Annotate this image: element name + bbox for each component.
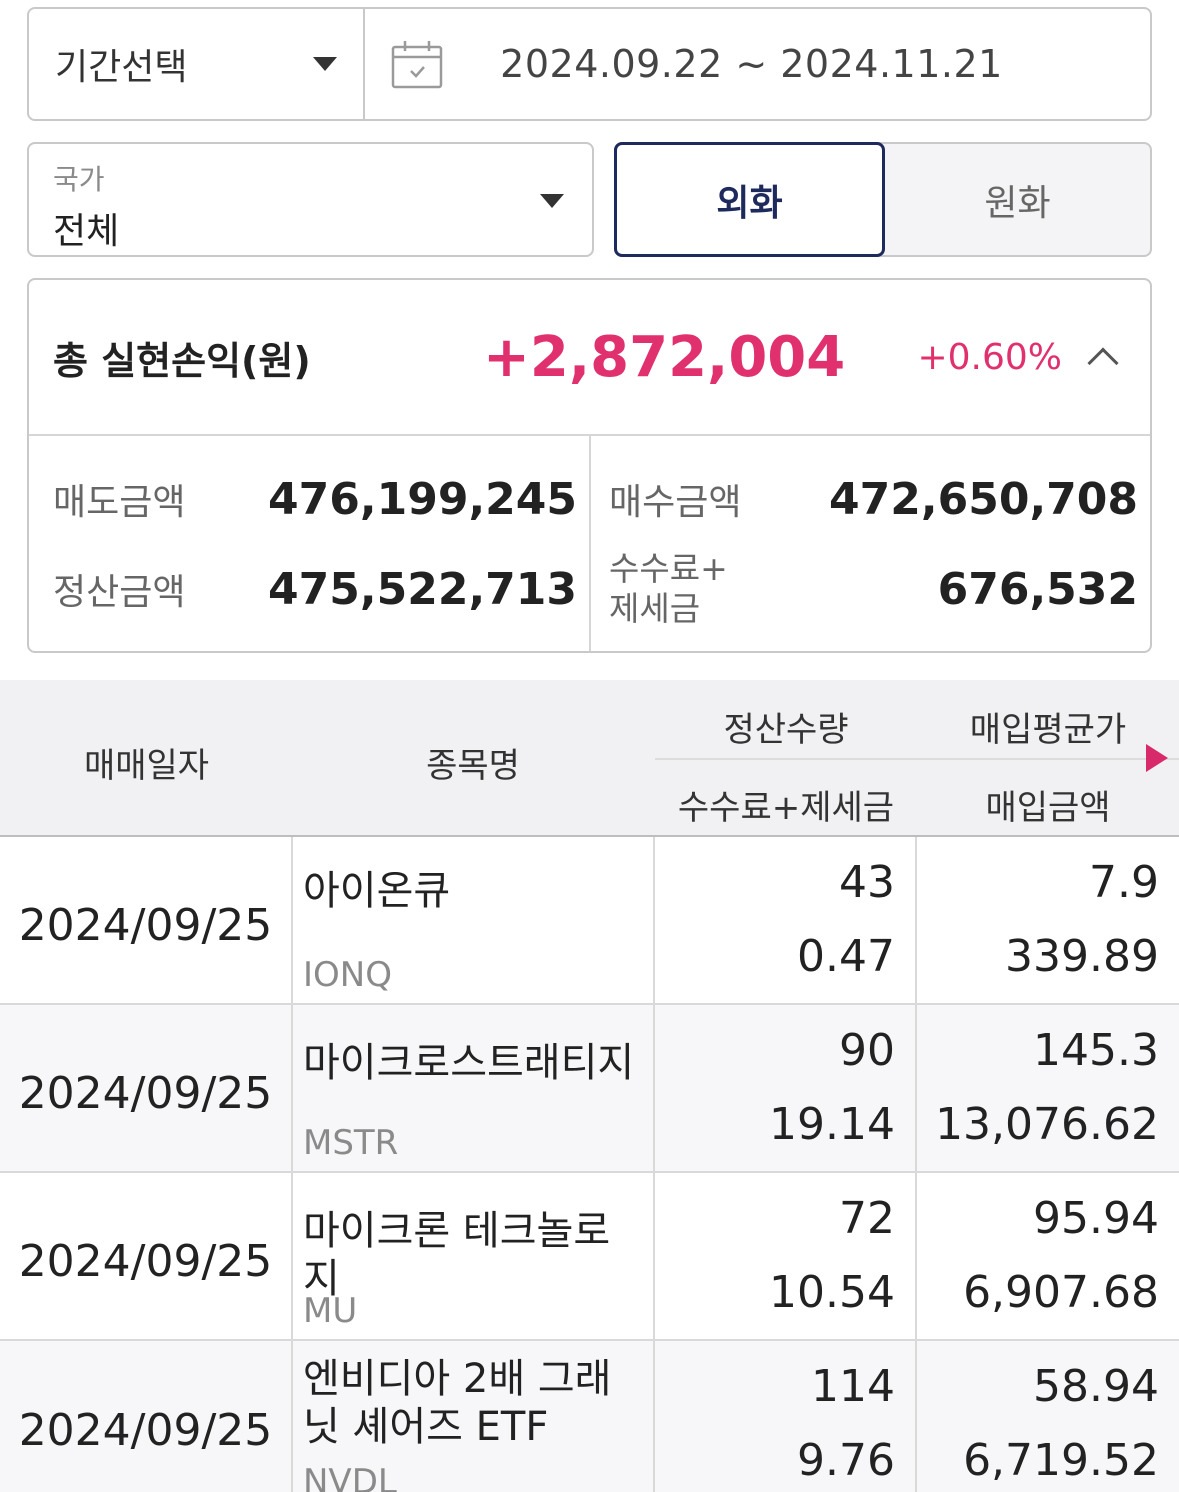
buy-amount-label: 매수금액 bbox=[609, 482, 742, 523]
summary-profit-rate: +0.60% bbox=[917, 336, 1062, 378]
row-qty: 90 bbox=[839, 1025, 895, 1076]
currency-toggle: 외화 원화 bbox=[614, 142, 1152, 257]
triangle-right-icon[interactable] bbox=[1146, 744, 1168, 772]
summary-right-column: 매수금액 472,650,708 수수료+ 제세금 676,532 bbox=[591, 436, 1150, 651]
fee-tax-label-line1: 수수료+ bbox=[609, 549, 728, 588]
realized-profit-summary: 총 실현손익(원) +2,872,004 +0.60% 매도금액 476,199… bbox=[27, 278, 1152, 653]
date-range-picker[interactable]: 2024.09.22 ~ 2024.11.21 bbox=[365, 9, 1150, 119]
row-avg-price: 58.94 bbox=[1033, 1361, 1159, 1412]
row-stock-name: 마이크론 테크놀로지 bbox=[303, 1208, 611, 1302]
country-value: 전체 bbox=[53, 211, 120, 252]
row-avg-price: 145.3 bbox=[1033, 1025, 1159, 1076]
row-buy-amount: 339.89 bbox=[1005, 931, 1159, 982]
caret-down-icon bbox=[313, 57, 337, 71]
fee-tax-label-line2: 제세금 bbox=[609, 589, 701, 628]
period-select[interactable]: 기간선택 bbox=[29, 9, 365, 119]
row-name-cell: 마이크로스트래티지 MSTR bbox=[293, 1005, 655, 1171]
table-row[interactable]: 2024/09/25 엔비디아 2배 그래닛 셰어즈 ETF NVDL 114 … bbox=[0, 1341, 1179, 1492]
summary-title: 총 실현손익(원) bbox=[53, 338, 311, 383]
row-qty-cell: 72 10.54 bbox=[655, 1173, 917, 1339]
row-ticker: NVDL bbox=[303, 1462, 397, 1492]
row-fee: 0.47 bbox=[797, 931, 895, 982]
row-stock-name: 마이크로스트래티지 bbox=[303, 1040, 635, 1086]
settle-amount-value: 475,522,713 bbox=[268, 563, 577, 615]
row-ticker: MU bbox=[303, 1291, 358, 1331]
row-date: 2024/09/25 bbox=[0, 1005, 293, 1171]
row-name-cell: 아이온큐 IONQ bbox=[293, 837, 655, 1003]
foreign-currency-button[interactable]: 외화 bbox=[614, 142, 885, 257]
row-fee: 10.54 bbox=[769, 1267, 895, 1318]
row-qty: 43 bbox=[839, 857, 895, 908]
fee-tax-row: 수수료+ 제세금 676,532 bbox=[609, 544, 1138, 634]
row-qty: 72 bbox=[839, 1193, 895, 1244]
header-stock-name: 종목명 bbox=[426, 746, 520, 786]
sell-amount-row: 매도금액 476,199,245 bbox=[53, 454, 577, 544]
summary-left-column: 매도금액 476,199,245 정산금액 475,522,713 bbox=[29, 436, 591, 651]
settle-amount-row: 정산금액 475,522,713 bbox=[53, 544, 577, 634]
row-buy-amount: 13,076.62 bbox=[935, 1099, 1159, 1150]
row-buy-amount: 6,719.52 bbox=[963, 1435, 1159, 1486]
row-date: 2024/09/25 bbox=[0, 1341, 293, 1492]
buy-amount-value: 472,650,708 bbox=[829, 473, 1138, 525]
row-stock-name: 아이온큐 bbox=[303, 868, 451, 914]
summary-header[interactable]: 총 실현손익(원) +2,872,004 +0.60% bbox=[29, 280, 1150, 436]
period-filter-bar: 기간선택 2024.09.22 ~ 2024.11.21 bbox=[27, 7, 1152, 121]
row-avg-price: 95.94 bbox=[1033, 1193, 1159, 1244]
header-trade-date: 매매일자 bbox=[83, 746, 210, 786]
row-qty-cell: 90 19.14 bbox=[655, 1005, 917, 1171]
caret-down-icon bbox=[540, 194, 564, 208]
header-divider bbox=[655, 758, 1179, 760]
date-range-text: 2024.09.22 ~ 2024.11.21 bbox=[500, 42, 1003, 86]
row-ticker: MSTR bbox=[303, 1123, 399, 1163]
settle-amount-label: 정산금액 bbox=[53, 572, 186, 613]
row-stock-name: 엔비디아 2배 그래닛 셰어즈 ETF bbox=[303, 1356, 612, 1450]
header-fee-tax: 수수료+제세금 bbox=[677, 788, 895, 828]
row-avg-cell: 95.94 6,907.68 bbox=[917, 1173, 1179, 1339]
buy-amount-row: 매수금액 472,650,708 bbox=[609, 454, 1138, 544]
table-row[interactable]: 2024/09/25 마이크론 테크놀로지 MU 72 10.54 95.94 … bbox=[0, 1173, 1179, 1341]
period-select-label: 기간선택 bbox=[55, 47, 188, 88]
row-qty: 114 bbox=[811, 1361, 895, 1412]
row-avg-cell: 7.9 339.89 bbox=[917, 837, 1179, 1003]
country-select[interactable]: 국가 전체 bbox=[27, 142, 594, 257]
row-ticker: IONQ bbox=[303, 955, 392, 995]
header-buy-amount: 매입금액 bbox=[985, 788, 1111, 828]
table-row[interactable]: 2024/09/25 마이크로스트래티지 MSTR 90 19.14 145.3… bbox=[0, 1005, 1179, 1173]
header-avg-price: 매입평균가 bbox=[969, 710, 1127, 750]
summary-details: 매도금액 476,199,245 정산금액 475,522,713 매수금액 4… bbox=[29, 436, 1150, 651]
header-settle-qty: 정산수량 bbox=[723, 710, 849, 750]
row-name-cell: 마이크론 테크놀로지 MU bbox=[293, 1173, 655, 1339]
sell-amount-label: 매도금액 bbox=[53, 482, 186, 523]
row-fee: 9.76 bbox=[797, 1435, 895, 1486]
row-date: 2024/09/25 bbox=[0, 837, 293, 1003]
row-qty-cell: 43 0.47 bbox=[655, 837, 917, 1003]
row-qty-cell: 114 9.76 bbox=[655, 1341, 917, 1492]
table-row[interactable]: 2024/09/25 아이온큐 IONQ 43 0.47 7.9 339.89 bbox=[0, 837, 1179, 1005]
chevron-up-icon[interactable] bbox=[1087, 347, 1119, 379]
fee-tax-value: 676,532 bbox=[937, 563, 1138, 615]
calendar-icon bbox=[391, 39, 443, 89]
row-avg-cell: 145.3 13,076.62 bbox=[917, 1005, 1179, 1171]
row-name-cell: 엔비디아 2배 그래닛 셰어즈 ETF NVDL bbox=[293, 1341, 655, 1492]
country-caption: 국가 bbox=[53, 163, 105, 196]
row-fee: 19.14 bbox=[769, 1099, 895, 1150]
row-buy-amount: 6,907.68 bbox=[963, 1267, 1159, 1318]
won-currency-button[interactable]: 원화 bbox=[984, 182, 1051, 224]
summary-profit-value: +2,872,004 bbox=[483, 324, 846, 390]
row-avg-price: 7.9 bbox=[1089, 857, 1159, 908]
fee-tax-label: 수수료+ 제세금 bbox=[609, 549, 728, 629]
row-date: 2024/09/25 bbox=[0, 1173, 293, 1339]
row-avg-cell: 58.94 6,719.52 bbox=[917, 1341, 1179, 1492]
sell-amount-value: 476,199,245 bbox=[268, 473, 577, 525]
